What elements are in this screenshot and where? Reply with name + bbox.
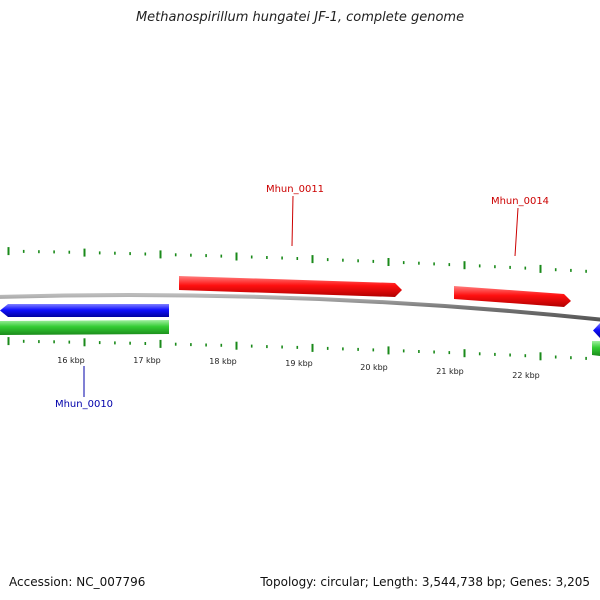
ruler-label-22kbp: 22 kbp [512, 371, 540, 380]
callout-line-mhun-0014 [514, 207, 519, 257]
ruler-label-19kbp: 19 kbp [285, 359, 313, 368]
gene-mhun-0011[interactable] [179, 276, 402, 297]
gene-reverse-edge[interactable] [593, 323, 600, 338]
ruler-label-20kbp: 20 kbp [360, 363, 388, 372]
genome-backbone [0, 293, 600, 322]
feature-track-left[interactable] [0, 320, 169, 335]
map-title: Methanospirillum hungatei JF-1, complete… [135, 10, 465, 25]
callout-line-mhun-0011 [291, 195, 294, 247]
ruler-label-16kbp: 16 kbp [57, 356, 85, 365]
inner-tick-row [7, 337, 587, 361]
gene-label-mhun-0014[interactable]: Mhun_0014 [491, 196, 549, 207]
gene-label-mhun-0011[interactable]: Mhun_0011 [266, 184, 324, 195]
gene-mhun-0014[interactable] [454, 286, 571, 307]
gene-mhun-0010[interactable] [0, 304, 169, 317]
ruler-label-18kbp: 18 kbp [209, 357, 237, 366]
accession-text: Accession: NC_007796 [9, 575, 146, 589]
outer-tick-row [7, 247, 587, 273]
topology-summary-text: Topology: circular; Length: 3,544,738 bp… [260, 575, 590, 589]
gene-label-mhun-0010[interactable]: Mhun_0010 [55, 399, 113, 410]
ruler-label-17kbp: 17 kbp [133, 356, 161, 365]
feature-track-right[interactable] [592, 341, 600, 356]
ruler-label-21kbp: 21 kbp [436, 367, 464, 376]
